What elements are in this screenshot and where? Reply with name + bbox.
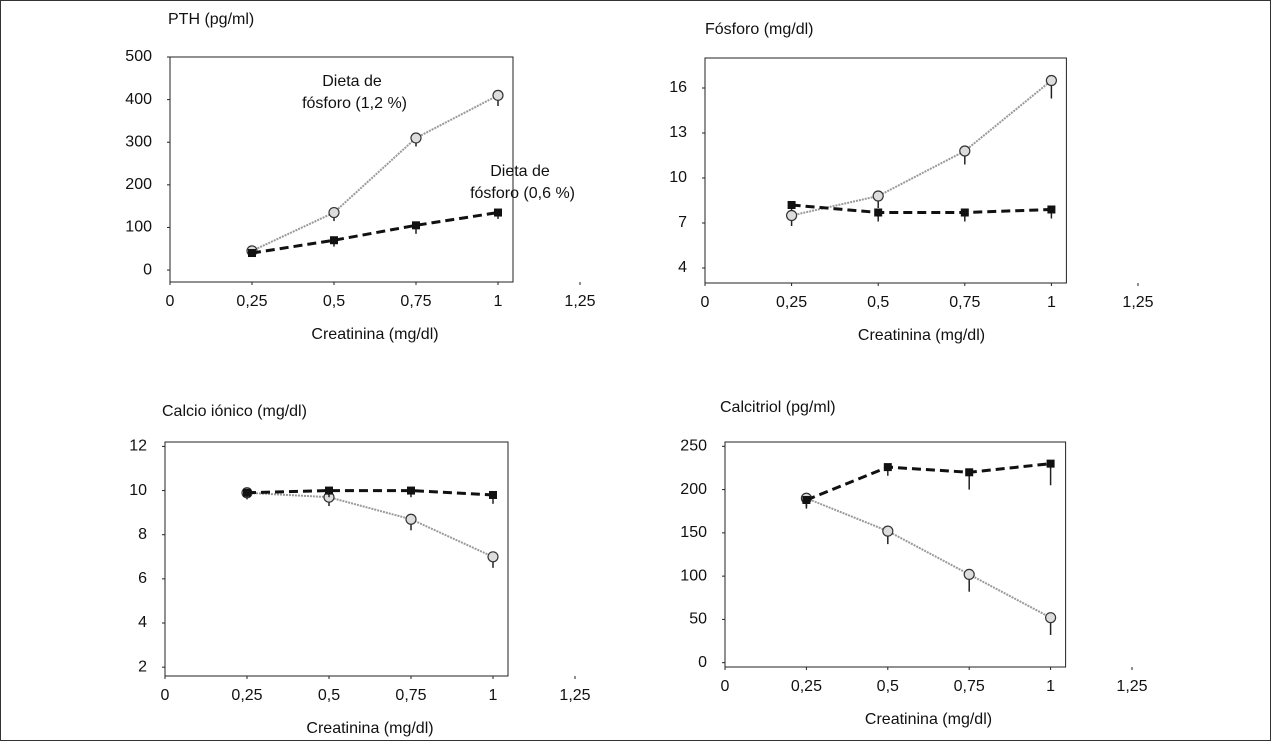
point	[405, 513, 417, 525]
x-tick-label: 1,25	[1122, 294, 1153, 311]
y-tick-label: 13	[669, 124, 687, 141]
point	[492, 89, 504, 101]
x-tick-label: 1,25	[564, 293, 595, 310]
plot-frame	[724, 441, 1067, 668]
point	[494, 208, 502, 217]
y-tick-label: 250	[680, 438, 707, 455]
x-tick-label: 1	[1047, 294, 1056, 311]
x-tick-label: 0	[166, 293, 175, 310]
y-tick-label: 500	[125, 48, 152, 65]
chart-title: Fósforo (mg/dl)	[705, 21, 813, 38]
y-tick-label: 10	[669, 169, 687, 186]
y-tick-label: 300	[125, 133, 152, 150]
x-tick-label: 0,75	[949, 294, 980, 311]
point	[330, 236, 338, 245]
x-tick-label: 1,25	[559, 687, 590, 704]
point	[960, 208, 969, 217]
x-tick-label: 0,75	[954, 678, 985, 695]
x-tick-label: 1	[1046, 678, 1055, 695]
y-tick-label: 100	[125, 219, 152, 236]
series-line	[805, 462, 1051, 502]
point	[882, 525, 894, 537]
y-tick-label: 100	[680, 567, 707, 584]
series-line	[251, 94, 499, 252]
x-tick-label: 0	[161, 687, 170, 704]
point	[787, 201, 796, 209]
y-tick-label: 12	[129, 438, 147, 455]
point	[412, 221, 420, 230]
point	[872, 190, 884, 202]
y-tick-label: 6	[138, 570, 147, 587]
y-tick-label: 400	[125, 91, 152, 108]
x-tick-label: 0,5	[867, 294, 889, 311]
point	[243, 488, 251, 497]
y-tick-label: 8	[138, 526, 147, 543]
point	[1046, 459, 1055, 468]
x-tick-label: 0,75	[395, 687, 426, 704]
chart-title: Calcio iónico (mg/dl)	[162, 403, 307, 420]
plot-frame	[164, 441, 509, 677]
x-tick-label: 0,5	[323, 293, 345, 310]
point	[802, 495, 811, 504]
y-tick-label: 7	[678, 214, 687, 231]
y-tick-label: 200	[125, 176, 152, 193]
x-tick-label: 1	[494, 293, 503, 310]
x-tick-label: 0,25	[231, 687, 262, 704]
annotation: Dieta de	[490, 163, 550, 180]
point	[248, 249, 256, 258]
y-tick-label: 10	[129, 482, 147, 499]
x-tick-label: 0,25	[791, 678, 822, 695]
y-tick-label: 4	[678, 259, 687, 276]
y-tick-label: 200	[680, 481, 707, 498]
chart-title: Calcitriol (pg/ml)	[720, 399, 836, 416]
point	[785, 209, 798, 222]
point	[487, 551, 499, 563]
y-tick-label: 16	[669, 79, 687, 96]
series-line	[806, 497, 1052, 619]
x-tick-label: 0	[701, 294, 710, 311]
annotation: fósforo (1,2 %)	[302, 95, 407, 112]
x-tick-label: 1,25	[1116, 678, 1147, 695]
x-tick-label: 0,5	[318, 687, 340, 704]
point	[959, 145, 971, 157]
x-tick-label: 1	[489, 687, 498, 704]
y-tick-label: 50	[689, 611, 707, 628]
point	[407, 486, 415, 495]
y-tick-label: 0	[698, 654, 707, 671]
plot-frame	[169, 56, 514, 283]
x-axis-label: Creatinina (mg/dl)	[858, 327, 985, 344]
plot-frame	[704, 57, 1067, 284]
x-axis-label: Creatinina (mg/dl)	[865, 711, 992, 728]
x-axis-label: Creatinina (mg/dl)	[311, 326, 438, 343]
x-tick-label: 0,25	[236, 293, 267, 310]
point	[325, 486, 333, 495]
annotation: fósforo (0,6 %)	[470, 185, 575, 202]
point	[328, 206, 340, 219]
point	[489, 490, 497, 499]
x-tick-label: 0,25	[776, 294, 807, 311]
point	[965, 468, 974, 477]
chart-title: PTH (pg/ml)	[168, 11, 254, 28]
series-line	[791, 203, 1052, 214]
point	[874, 208, 883, 217]
y-tick-label: 4	[138, 614, 147, 631]
x-tick-label: 0,5	[877, 678, 899, 695]
x-tick-label: 0	[721, 678, 730, 695]
point	[1045, 74, 1058, 87]
point	[1047, 205, 1056, 214]
y-tick-label: 2	[138, 658, 147, 675]
point	[410, 132, 422, 144]
series-line	[246, 491, 494, 558]
y-tick-label: 0	[143, 261, 152, 278]
x-axis-label: Creatinina (mg/dl)	[306, 720, 433, 737]
x-tick-label: 0,75	[400, 293, 431, 310]
annotation: Dieta de	[322, 73, 382, 90]
point	[963, 568, 975, 581]
y-tick-label: 150	[680, 524, 707, 541]
point	[883, 463, 892, 472]
point	[1044, 612, 1057, 624]
